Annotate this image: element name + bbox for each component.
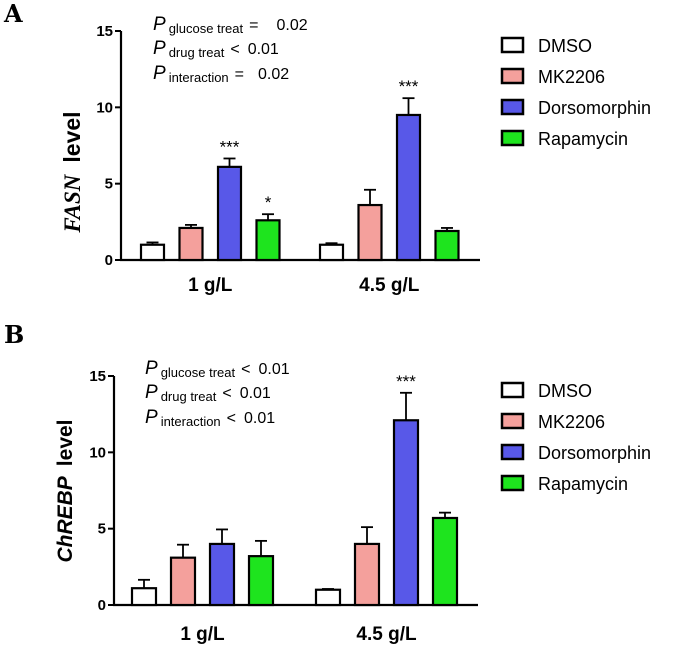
- legend-swatch: [500, 474, 525, 492]
- bar-dmso-1: [130, 587, 158, 607]
- panel-a-ylabel-level: level: [59, 111, 85, 162]
- panel-b-letter: B: [4, 320, 24, 349]
- svg-text:FASNlevel: FASN level: [59, 111, 85, 233]
- legend-item-dorsomorphin: Dorsomorphin: [500, 98, 651, 118]
- panel-b-ylabel: ChREBP level: [54, 419, 77, 562]
- category-label: 1 g/L: [180, 624, 225, 645]
- y-tick-label: 0: [98, 597, 106, 614]
- legend-swatch: [500, 412, 525, 430]
- legend-item-mk2206: MK2206: [500, 412, 605, 432]
- y-tick-label: 5: [105, 176, 113, 193]
- panel-b-ylabel-gene: ChREBP: [54, 475, 77, 562]
- legend-item-rapamycin: Rapamycin: [500, 129, 628, 149]
- category-label: 4.5 g/L: [356, 624, 417, 645]
- legend-label: MK2206: [538, 67, 605, 87]
- bar-dmso-2: [314, 588, 342, 607]
- significance-label: ***: [399, 77, 419, 96]
- legend-item-dorsomorphin: Dorsomorphin: [500, 443, 651, 463]
- legend-panel-a: DMSO MK2206 Dorsomorphin Rapamycin: [500, 36, 651, 149]
- legend-label: Dorsomorphin: [538, 98, 651, 118]
- y-tick-label: 10: [89, 444, 106, 461]
- legend-item-rapamycin: Rapamycin: [500, 474, 628, 494]
- bar-rapamycin-1: [247, 555, 275, 607]
- legend-swatch: [500, 36, 525, 54]
- legend-item-dmso: DMSO: [500, 36, 592, 56]
- significance-label: *: [265, 193, 272, 212]
- panel-b-ylabel-level: level: [54, 419, 77, 466]
- y-tick-label: 15: [96, 23, 113, 40]
- bar-mk2206-2: [353, 542, 381, 607]
- panel-a-ylabel: FASN level: [59, 111, 85, 233]
- legend-label: DMSO: [538, 381, 592, 401]
- legend-item-dmso: DMSO: [500, 381, 592, 401]
- category-label: 1 g/L: [188, 275, 233, 296]
- legend-swatch: [500, 67, 525, 85]
- legend-label: Rapamycin: [538, 129, 628, 149]
- legend-item-mk2206: MK2206: [500, 67, 605, 87]
- bar-dorsomorphin-1: [216, 165, 243, 262]
- significance-label: ***: [220, 137, 240, 156]
- legend-label: Dorsomorphin: [538, 443, 651, 463]
- category-label: 4.5 g/L: [359, 275, 420, 296]
- legend-label: Rapamycin: [538, 474, 628, 494]
- svg-text:ChREBPlevel: ChREBP level: [54, 419, 77, 562]
- legend-swatch: [500, 129, 525, 147]
- legend-panel-b: DMSO MK2206 Dorsomorphin Rapamycin: [500, 381, 651, 494]
- chart-chrebp: 0 5 10 15 *** 1 g/L 4.5 g/L: [89, 368, 478, 645]
- panel-a-letter: A: [3, 0, 23, 28]
- bar-dorsomorphin-1: [208, 542, 236, 607]
- legend-swatch: [500, 443, 525, 461]
- legend-swatch: [500, 98, 525, 116]
- bar-mk2206-1: [169, 556, 197, 607]
- bar-dmso-1: [139, 243, 166, 262]
- y-tick-label: 10: [96, 99, 113, 116]
- legend-swatch: [500, 381, 525, 399]
- y-tick-label: 0: [105, 252, 113, 269]
- bar-mk2206-2: [357, 203, 383, 262]
- y-tick-label: 15: [89, 368, 106, 385]
- bar-dorsomorphin-2: [392, 419, 420, 607]
- legend-label: MK2206: [538, 412, 605, 432]
- panel-a-ylabel-gene: FASN: [60, 173, 85, 233]
- bar-mk2206-1: [178, 226, 204, 262]
- bar-rapamycin-2: [431, 516, 459, 607]
- bar-rapamycin-1: [255, 219, 281, 262]
- bar-dmso-2: [318, 243, 345, 262]
- significance-label: ***: [396, 372, 416, 391]
- bar-rapamycin-2: [434, 229, 460, 262]
- legend-label: DMSO: [538, 36, 592, 56]
- y-tick-label: 5: [98, 521, 106, 538]
- bar-dorsomorphin-2: [395, 113, 422, 262]
